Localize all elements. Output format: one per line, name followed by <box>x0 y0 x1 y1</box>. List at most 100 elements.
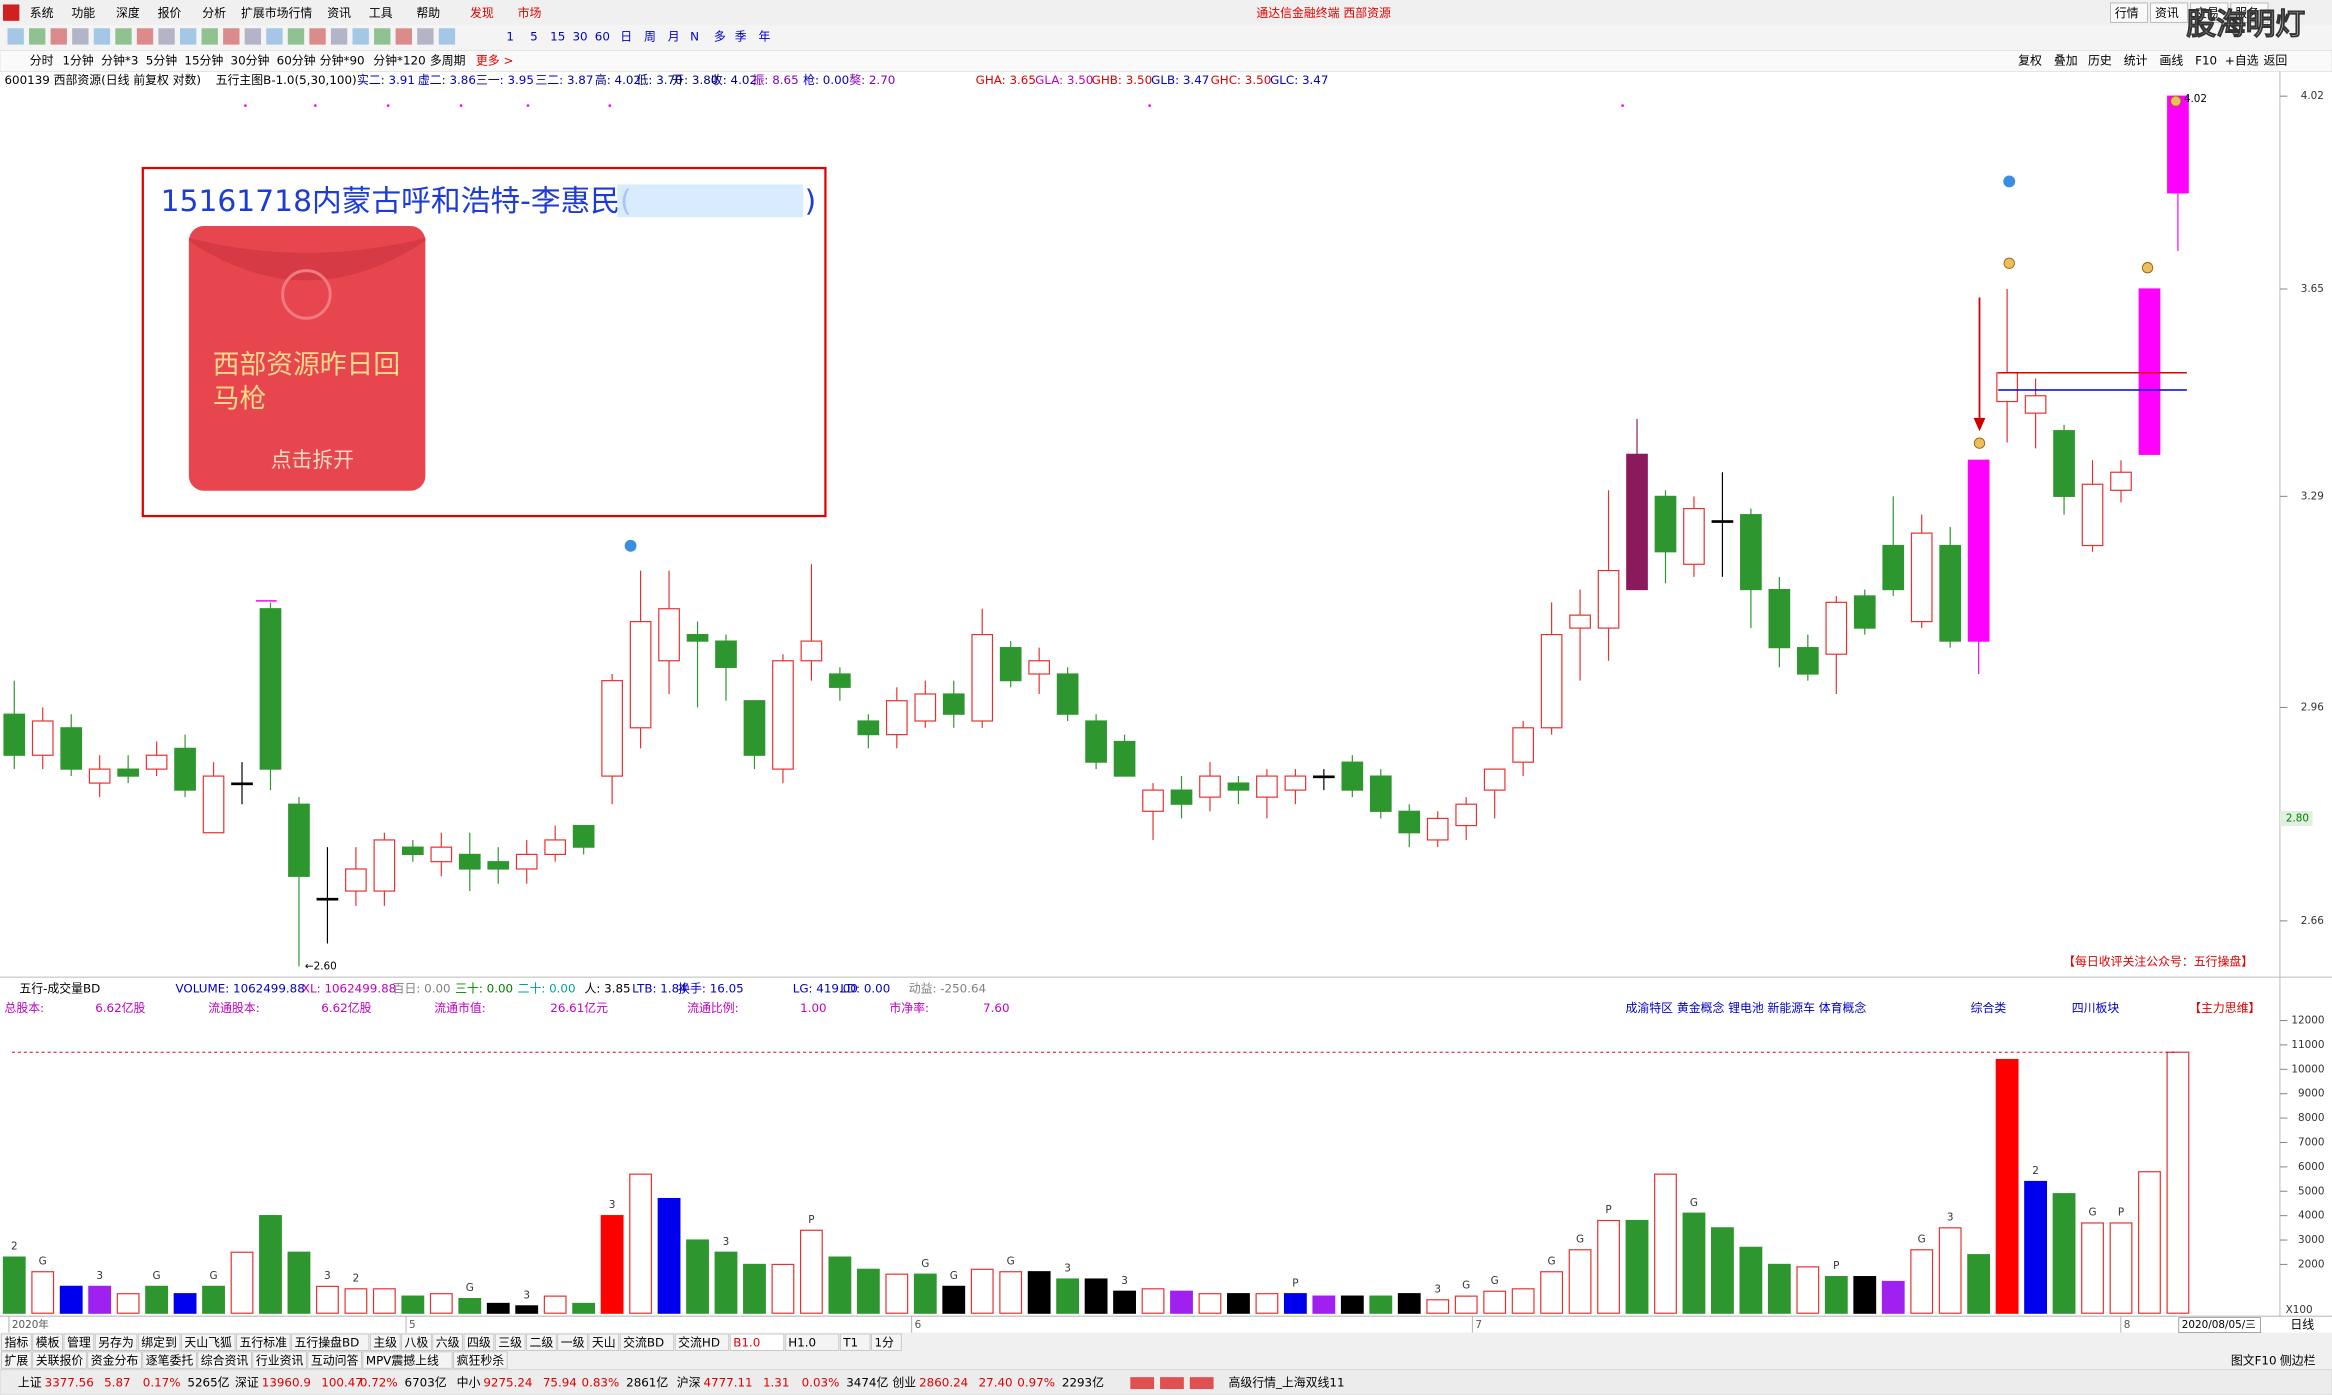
indicator-tab[interactable] <box>784 1333 840 1351</box>
open-button[interactable]: 点击拆开 <box>271 448 354 472</box>
indicator-tab[interactable] <box>619 1333 675 1351</box>
tool-icon[interactable] <box>395 28 412 45</box>
period-button[interactable]: 周 <box>644 30 656 44</box>
chart-button[interactable]: 复权 <box>2018 53 2042 67</box>
indicator-tab-label[interactable]: T1 <box>842 1335 858 1349</box>
chart-button[interactable]: 返回 <box>2264 53 2288 67</box>
chart-button[interactable]: 统计 <box>2124 53 2148 67</box>
info-tab-label[interactable]: MPV震撼上线 <box>366 1353 439 1367</box>
tool-icon[interactable] <box>438 28 456 45</box>
indicator-tab-label[interactable]: 五行标准 <box>239 1335 287 1349</box>
period-tab[interactable]: 分时 <box>30 53 54 67</box>
period-tab[interactable]: 1分钟 <box>62 53 93 67</box>
period-tab[interactable]: 60分钟 <box>277 53 316 67</box>
tool-icon[interactable] <box>417 28 434 45</box>
indicator-tab[interactable] <box>674 1333 730 1351</box>
indicator-tab[interactable] <box>291 1333 370 1351</box>
indicator-tab-label[interactable]: 另存为 <box>98 1335 134 1349</box>
indicator-tab[interactable] <box>137 1333 181 1351</box>
period-button[interactable]: 年 <box>759 30 771 44</box>
menu-item[interactable]: 资讯 <box>327 6 351 20</box>
period-tab[interactable]: 多周期 <box>430 53 466 67</box>
period-button[interactable]: 1 <box>506 30 514 44</box>
period-tab[interactable]: 30分钟 <box>231 53 270 67</box>
indicator-tab[interactable] <box>369 1333 401 1351</box>
indicator-tab-label[interactable]: 管理 <box>67 1335 91 1349</box>
info-tab-label[interactable]: 互动问答 <box>311 1353 359 1367</box>
period-button[interactable]: 30 <box>572 30 587 44</box>
chart-button[interactable]: 画线 <box>2159 53 2183 67</box>
indicator-tab[interactable] <box>729 1333 785 1351</box>
menu-item[interactable]: 工具 <box>369 6 393 20</box>
top-tab-label[interactable]: 服务 <box>2235 6 2259 20</box>
tool-icon[interactable] <box>201 28 218 45</box>
period-tab[interactable]: 分钟*120 <box>373 53 425 67</box>
info-tab-label[interactable]: 疯狂秒杀 <box>457 1353 505 1367</box>
tool-icon[interactable] <box>115 28 132 45</box>
tool-icon[interactable] <box>179 28 197 45</box>
tool-icon[interactable] <box>352 28 369 45</box>
tool-icon[interactable] <box>287 28 305 45</box>
tool-icon[interactable] <box>50 28 67 45</box>
period-button[interactable]: 多 <box>714 30 726 44</box>
indicator-tab-label[interactable]: 交流HD <box>678 1335 720 1349</box>
indicator-tab[interactable] <box>588 1333 620 1351</box>
info-tab-label[interactable]: 综合资讯 <box>201 1353 249 1367</box>
menu-item[interactable]: 扩展市场行情 <box>241 6 312 20</box>
indicator-tab-label[interactable]: 绑定到 <box>141 1335 177 1349</box>
top-tab-label[interactable]: 交易 <box>2195 6 2219 20</box>
indicator-tab-label[interactable]: 五行操盘BD <box>294 1335 359 1349</box>
menu-item[interactable]: 市场 <box>518 6 542 20</box>
indicator-tab-label[interactable]: B1.0 <box>733 1335 760 1349</box>
indicator-tab-label[interactable]: 三级 <box>498 1335 522 1349</box>
menu-item[interactable]: 功能 <box>71 6 95 20</box>
info-tab[interactable] <box>307 1351 362 1369</box>
info-tab[interactable] <box>252 1351 307 1369</box>
indicator-tab-label[interactable]: H1.0 <box>788 1335 816 1349</box>
top-tab[interactable] <box>2150 2 2189 23</box>
indicator-tab[interactable] <box>463 1333 495 1351</box>
top-tab-label[interactable]: 行情 <box>2115 6 2139 20</box>
info-tab[interactable] <box>32 1351 87 1369</box>
tool-icon[interactable] <box>136 28 154 45</box>
indicator-tab-label[interactable]: 二级 <box>529 1335 553 1349</box>
info-tab[interactable] <box>362 1351 453 1369</box>
tool-icon[interactable] <box>330 28 348 45</box>
menu-item[interactable]: 系统 <box>30 6 54 20</box>
indicator-tab[interactable] <box>839 1333 871 1351</box>
period-button[interactable]: 月 <box>668 30 680 44</box>
indicator-tab[interactable] <box>871 1333 902 1351</box>
period-button[interactable]: 15 <box>550 30 565 44</box>
tool-icon[interactable] <box>7 28 24 45</box>
indicator-tab-label[interactable]: 八极 <box>405 1335 429 1349</box>
chart-button[interactable]: 历史 <box>2088 53 2112 67</box>
indicator-tab-label[interactable]: 模板 <box>36 1335 60 1349</box>
red-envelope[interactable] <box>188 226 426 491</box>
side-button[interactable]: 图文F10 <box>2231 1353 2277 1367</box>
indicator-tab[interactable] <box>63 1333 95 1351</box>
info-tab-label[interactable]: 扩展 <box>4 1353 28 1367</box>
tool-icon[interactable] <box>72 28 89 45</box>
indicator-tab[interactable] <box>32 1333 63 1351</box>
tool-icon[interactable] <box>93 28 111 45</box>
indicator-tab[interactable] <box>401 1333 432 1351</box>
indicator-tab-label[interactable]: 一级 <box>561 1335 585 1349</box>
info-tab-label[interactable]: 资金分布 <box>91 1353 139 1367</box>
indicator-tab[interactable] <box>494 1333 526 1351</box>
period-button[interactable]: 5 <box>530 30 538 44</box>
menu-item[interactable]: 深度 <box>116 6 140 20</box>
tool-icon[interactable] <box>374 28 391 45</box>
indicator-tab-label[interactable]: 主级 <box>373 1335 397 1349</box>
info-tab[interactable] <box>1 1351 32 1369</box>
indicator-tab[interactable] <box>94 1333 138 1351</box>
tool-icon[interactable] <box>244 28 262 45</box>
indicator-tab-label[interactable]: 天山飞狐 <box>184 1335 232 1349</box>
info-tab[interactable] <box>453 1351 508 1369</box>
indicator-tab-label[interactable]: 六级 <box>436 1335 460 1349</box>
indicator-tab-label[interactable]: 交流BD <box>623 1335 664 1349</box>
top-tab-label[interactable]: 资讯 <box>2155 6 2179 20</box>
indicator-tab[interactable] <box>181 1333 236 1351</box>
indicator-tab-label[interactable]: 天山 <box>592 1335 616 1349</box>
indicator-tab[interactable] <box>236 1333 291 1351</box>
period-tab[interactable]: 5分钟 <box>146 53 177 67</box>
